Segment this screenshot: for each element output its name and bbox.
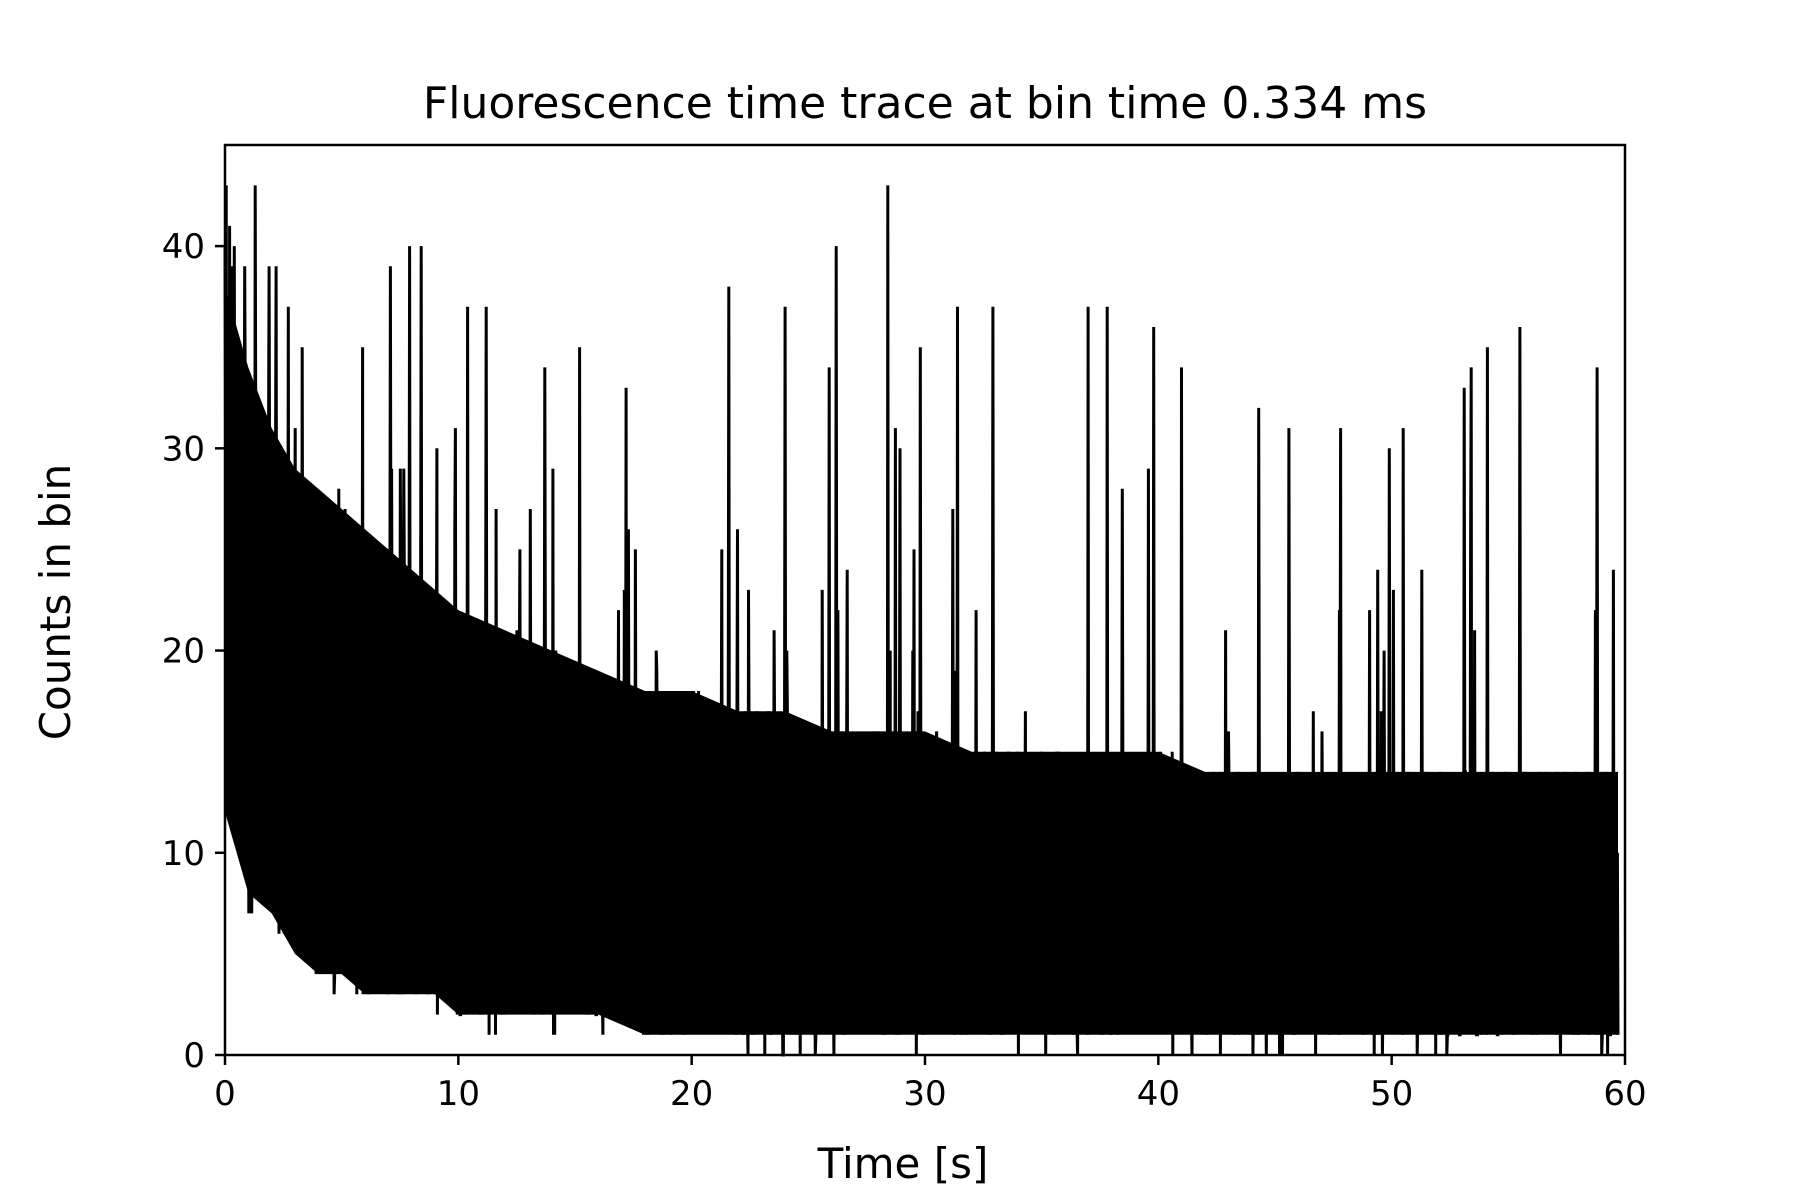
x-tick-label: 50 xyxy=(1370,1074,1413,1114)
x-tick-label: 30 xyxy=(903,1074,946,1114)
x-tick-label: 40 xyxy=(1137,1074,1180,1114)
x-tick-label: 0 xyxy=(214,1074,236,1114)
y-tick-label: 30 xyxy=(162,429,205,469)
chart-title: Fluorescence time trace at bin time 0.33… xyxy=(423,78,1427,129)
y-tick-label: 20 xyxy=(162,632,205,672)
trace-layer xyxy=(223,185,1620,1057)
x-axis-label: Time [s] xyxy=(817,1139,989,1188)
trace-line xyxy=(223,185,1620,1057)
y-tick-label: 40 xyxy=(162,227,205,267)
y-tick-label: 10 xyxy=(162,834,205,874)
y-axis-label: Counts in bin xyxy=(31,464,80,741)
axes-layer: 0 10 20 30 40 50 60 0 10 20 30 40 xyxy=(162,143,1647,1114)
x-tick-label: 60 xyxy=(1603,1074,1646,1114)
x-tick-label: 10 xyxy=(437,1074,480,1114)
x-tick-label: 20 xyxy=(670,1074,713,1114)
y-tick-label: 0 xyxy=(183,1036,205,1076)
